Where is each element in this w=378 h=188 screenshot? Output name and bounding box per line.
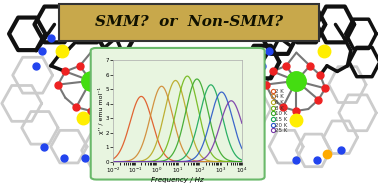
Legend: 2 K, 4 K, 6 K, 8 K, 10 K, 15 K, 20 K, 25 K: 2 K, 4 K, 6 K, 8 K, 10 K, 15 K, 20 K, 25… — [271, 88, 288, 134]
Y-axis label: χ'' / emu mol⁻¹: χ'' / emu mol⁻¹ — [98, 87, 104, 134]
X-axis label: Frequency / Hz: Frequency / Hz — [151, 177, 204, 183]
Text: SMM?  or  Non-SMM?: SMM? or Non-SMM? — [95, 15, 283, 29]
